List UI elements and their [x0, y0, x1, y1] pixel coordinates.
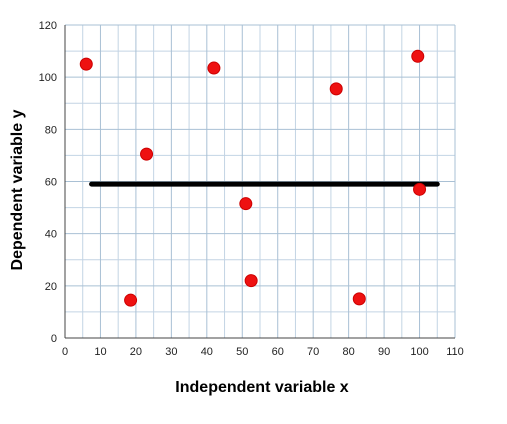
x-tick-label: 0: [62, 346, 68, 358]
y-tick-label: 0: [51, 333, 57, 345]
y-tick-label: 20: [45, 281, 57, 293]
x-tick-label: 40: [201, 346, 213, 358]
x-tick-label: 70: [307, 346, 319, 358]
x-tick-label: 100: [410, 346, 428, 358]
x-tick-label: 10: [94, 346, 106, 358]
x-axis-title: Independent variable x: [175, 379, 348, 396]
data-point: [124, 293, 138, 307]
y-axis-title: Dependent variable y: [9, 109, 26, 270]
grid: [64, 24, 456, 339]
y-tick-labels: 0 20 40 60 80 100 120: [39, 20, 57, 345]
data-point: [239, 197, 253, 211]
x-tick-labels: 0 10 20 30 40 50 60 70 80 90 100 110: [62, 346, 464, 358]
x-tick-label: 80: [343, 346, 355, 358]
data-point: [352, 292, 366, 306]
data-point: [79, 57, 93, 71]
data-point: [244, 274, 258, 288]
y-tick-label: 60: [45, 177, 57, 189]
x-tick-label: 110: [446, 346, 464, 358]
data-point: [140, 147, 154, 161]
x-tick-label: 60: [272, 346, 284, 358]
y-tick-label: 120: [39, 20, 57, 32]
x-tick-label: 30: [165, 346, 177, 358]
axes: [64, 25, 455, 339]
y-tick-label: 100: [39, 72, 57, 84]
data-point: [329, 82, 343, 96]
x-tick-label: 50: [236, 346, 248, 358]
data-point: [207, 61, 221, 75]
data-point: [411, 49, 425, 63]
data-point: [413, 182, 427, 196]
y-tick-label: 40: [45, 229, 57, 241]
x-tick-label: 90: [378, 346, 390, 358]
data-points: [79, 49, 427, 307]
x-tick-label: 20: [130, 346, 142, 358]
y-tick-label: 80: [45, 124, 57, 136]
